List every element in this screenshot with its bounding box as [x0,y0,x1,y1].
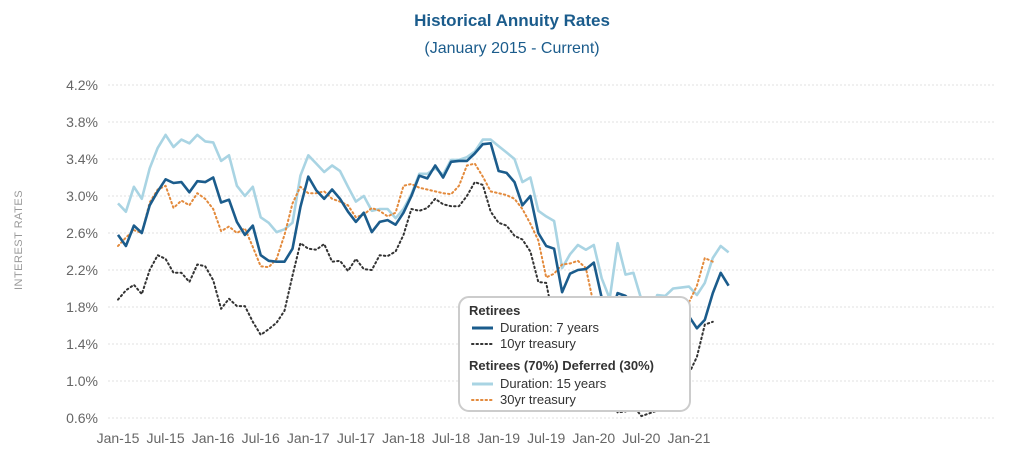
legend-label-10yr: 10yr treasury [500,336,576,351]
y-tick-label: 1.8% [66,299,98,315]
legend-label-30yr: 30yr treasury [500,392,576,407]
legend-group-title: Retirees (70%) Deferred (30%) [469,358,654,373]
x-tick-label: Jan-18 [382,430,425,446]
x-axis-ticks: Jan-15 Jul-15 Jan-16 Jul-16 Jan-17 Jul-17 Jan-… [97,430,711,446]
x-tick-label: Jan-21 [668,430,711,446]
legend-box [458,296,691,412]
x-tick-label: Jul-18 [432,430,470,446]
x-tick-label: Jan-16 [192,430,235,446]
x-tick-label: Jul-16 [242,430,280,446]
y-tick-label: 2.2% [66,262,98,278]
y-axis-label: INTEREST RATES [13,190,25,290]
y-axis-ticks: 0.6% 1.0% 1.4% 1.8% 2.2% 2.6% 3.0% 3.4% 3.8% 4.2% [66,77,98,426]
x-tick-label: Jul-20 [622,430,660,446]
y-tick-label: 1.0% [66,373,98,389]
x-tick-label: Jan-15 [97,430,140,446]
chart-title: Historical Annuity Rates [414,11,610,30]
x-tick-label: Jan-20 [572,430,615,446]
legend-label-duration-15: Duration: 15 years [500,376,607,391]
y-tick-label: 1.4% [66,336,98,352]
y-tick-label: 2.6% [66,225,98,241]
x-tick-label: Jul-19 [527,430,565,446]
y-tick-label: 0.6% [66,410,98,426]
legend-group-title: Retirees [469,303,520,318]
y-tick-label: 3.0% [66,188,98,204]
x-tick-label: Jan-19 [477,430,520,446]
legend: Retirees Duration: 7 years 10yr treasury… [458,296,691,412]
y-tick-label: 3.4% [66,151,98,167]
series-line-duration-15-years [117,133,730,321]
chart-subtitle: (January 2015 - Current) [424,40,599,57]
legend-label-duration-7: Duration: 7 years [500,320,599,335]
x-tick-label: Jul-17 [337,430,375,446]
y-tick-label: 3.8% [66,114,98,130]
y-tick-label: 4.2% [66,77,98,93]
x-tick-label: Jan-17 [287,430,330,446]
x-tick-label: Jul-15 [147,430,185,446]
